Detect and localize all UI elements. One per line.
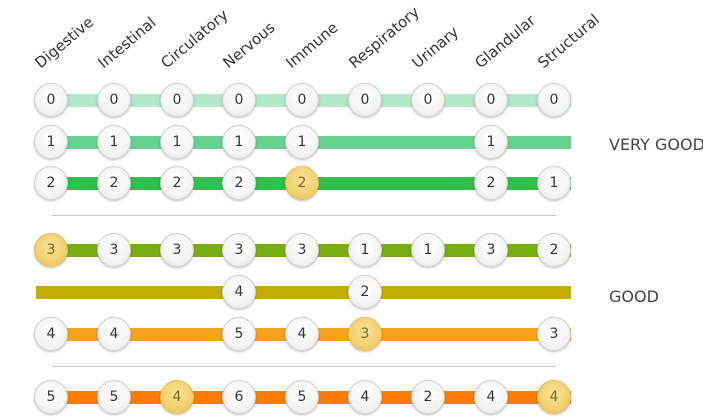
score-circle-digestive-row-3[interactable]: 3 (34, 233, 68, 267)
score-circle-circulatory-row-1[interactable]: 1 (160, 125, 194, 159)
score-circle-structural-row-3[interactable]: 2 (537, 233, 571, 267)
score-circle-circulatory-row-3[interactable]: 3 (160, 233, 194, 267)
score-circle-intestinal-row-0[interactable]: 0 (97, 83, 131, 117)
score-circle-urinary-row-3[interactable]: 1 (411, 233, 445, 267)
separator-bottom (52, 366, 556, 367)
score-circle-digestive-row-2[interactable]: 2 (34, 166, 68, 200)
score-circle-circulatory-row-0[interactable]: 0 (160, 83, 194, 117)
score-circle-nervous-row-5[interactable]: 5 (222, 317, 256, 351)
score-circle-structural-row-0[interactable]: 0 (537, 83, 571, 117)
score-circle-glandular-row-0[interactable]: 0 (474, 83, 508, 117)
score-circle-intestinal-row-2[interactable]: 2 (97, 166, 131, 200)
score-circle-intestinal-row-6[interactable]: 5 (97, 380, 131, 414)
score-circle-nervous-row-3[interactable]: 3 (222, 233, 256, 267)
score-circle-digestive-row-0[interactable]: 0 (34, 83, 68, 117)
score-circle-immune-row-2[interactable]: 2 (285, 166, 319, 200)
score-circle-glandular-row-3[interactable]: 3 (474, 233, 508, 267)
score-circle-respiratory-row-5[interactable]: 3 (348, 317, 382, 351)
score-circle-digestive-row-1[interactable]: 1 (34, 125, 68, 159)
score-circle-urinary-row-0[interactable]: 0 (411, 83, 445, 117)
score-circle-urinary-row-6[interactable]: 2 (411, 380, 445, 414)
score-circle-structural-row-2[interactable]: 1 (537, 166, 571, 200)
good-label: GOOD (609, 287, 659, 306)
score-circle-digestive-row-5[interactable]: 4 (34, 317, 68, 351)
very-good-label: VERY GOOD (609, 135, 703, 154)
score-circle-digestive-row-6[interactable]: 5 (34, 380, 68, 414)
column-header-intestinal: Intestinal (94, 13, 160, 72)
score-circle-circulatory-row-2[interactable]: 2 (160, 166, 194, 200)
score-circle-structural-row-5[interactable]: 3 (537, 317, 571, 351)
score-circle-intestinal-row-1[interactable]: 1 (97, 125, 131, 159)
column-header-glandular: Glandular (471, 11, 539, 72)
score-circle-structural-row-6[interactable]: 4 (537, 380, 571, 414)
score-circle-nervous-row-2[interactable]: 2 (222, 166, 256, 200)
column-header-structural: Structural (534, 10, 603, 73)
separator-top (52, 215, 556, 216)
score-circle-nervous-row-6[interactable]: 6 (222, 380, 256, 414)
score-bar-row-4 (36, 286, 571, 299)
score-circle-immune-row-5[interactable]: 4 (285, 317, 319, 351)
score-circle-respiratory-row-6[interactable]: 4 (348, 380, 382, 414)
score-circle-immune-row-3[interactable]: 3 (285, 233, 319, 267)
score-circle-glandular-row-2[interactable]: 2 (474, 166, 508, 200)
column-header-urinary: Urinary (408, 22, 463, 72)
score-circle-intestinal-row-5[interactable]: 4 (97, 317, 131, 351)
score-circle-respiratory-row-4[interactable]: 2 (348, 275, 382, 309)
score-circle-intestinal-row-3[interactable]: 3 (97, 233, 131, 267)
score-circle-glandular-row-1[interactable]: 1 (474, 125, 508, 159)
score-circle-respiratory-row-3[interactable]: 1 (348, 233, 382, 267)
score-circle-immune-row-1[interactable]: 1 (285, 125, 319, 159)
score-circle-immune-row-0[interactable]: 0 (285, 83, 319, 117)
score-circle-immune-row-6[interactable]: 5 (285, 380, 319, 414)
score-circle-circulatory-row-6[interactable]: 4 (160, 380, 194, 414)
score-circle-nervous-row-4[interactable]: 4 (222, 275, 256, 309)
score-circle-respiratory-row-0[interactable]: 0 (348, 83, 382, 117)
column-header-digestive: Digestive (31, 12, 97, 72)
column-header-immune: Immune (282, 18, 342, 72)
score-circle-nervous-row-0[interactable]: 0 (222, 83, 256, 117)
column-header-circulatory: Circulatory (157, 5, 232, 73)
score-circle-glandular-row-6[interactable]: 4 (474, 380, 508, 414)
score-circle-nervous-row-1[interactable]: 1 (222, 125, 256, 159)
column-header-nervous: Nervous (219, 18, 279, 72)
